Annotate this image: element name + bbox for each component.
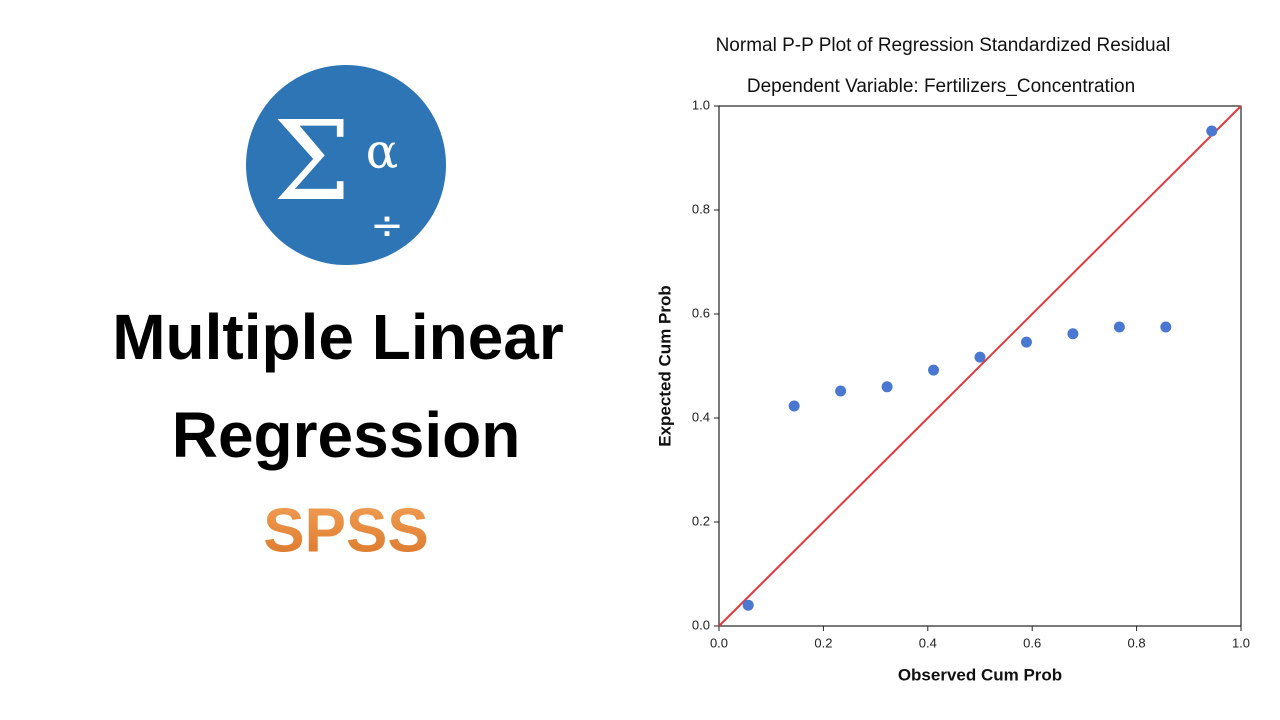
y-tick-label: 0.4 bbox=[692, 409, 710, 424]
logo: Σ α ÷ bbox=[246, 65, 446, 265]
point bbox=[1113, 321, 1125, 333]
tagline: SPSS bbox=[263, 496, 428, 565]
point bbox=[1067, 328, 1079, 340]
chart-title: Normal P-P Plot of Regression Standardiz… bbox=[716, 35, 1171, 56]
x-tick-label: 1.0 bbox=[1232, 635, 1250, 650]
y-axis-label: Expected Cum Prob bbox=[655, 285, 674, 447]
point bbox=[1160, 321, 1172, 333]
x-tick-label: 0.8 bbox=[1128, 635, 1146, 650]
logo-sigma: Σ bbox=[273, 97, 351, 225]
logo-circle bbox=[246, 65, 446, 265]
point bbox=[881, 381, 893, 393]
x-tick-label: 0.6 bbox=[1023, 635, 1041, 650]
logo-alpha: α bbox=[366, 124, 398, 180]
y-tick-label: 0.6 bbox=[692, 305, 710, 320]
y-tick-label: 0.8 bbox=[692, 201, 710, 216]
logo-divide: ÷ bbox=[370, 203, 404, 249]
headline: Regression bbox=[172, 399, 521, 471]
point bbox=[742, 599, 754, 611]
chart-subtitle: Dependent Variable: Fertilizers_Concentr… bbox=[747, 76, 1135, 97]
x-tick-label: 0.2 bbox=[814, 635, 832, 650]
reference-line bbox=[718, 105, 1242, 627]
point bbox=[974, 351, 986, 363]
y-tick-label: 1.0 bbox=[692, 97, 710, 112]
x-tick-label: 0.4 bbox=[919, 635, 937, 650]
point bbox=[928, 364, 940, 376]
point bbox=[835, 385, 847, 397]
point bbox=[788, 400, 800, 412]
point bbox=[1020, 336, 1032, 348]
point bbox=[1206, 125, 1218, 137]
plot-frame bbox=[718, 105, 1242, 627]
x-tick-label: 0.0 bbox=[710, 635, 728, 650]
headline: Multiple Linear bbox=[112, 301, 564, 373]
y-tick-label: 0.2 bbox=[692, 513, 710, 528]
y-tick-label: 0.0 bbox=[692, 617, 710, 632]
x-axis-label: Observed Cum Prob bbox=[898, 665, 1062, 684]
